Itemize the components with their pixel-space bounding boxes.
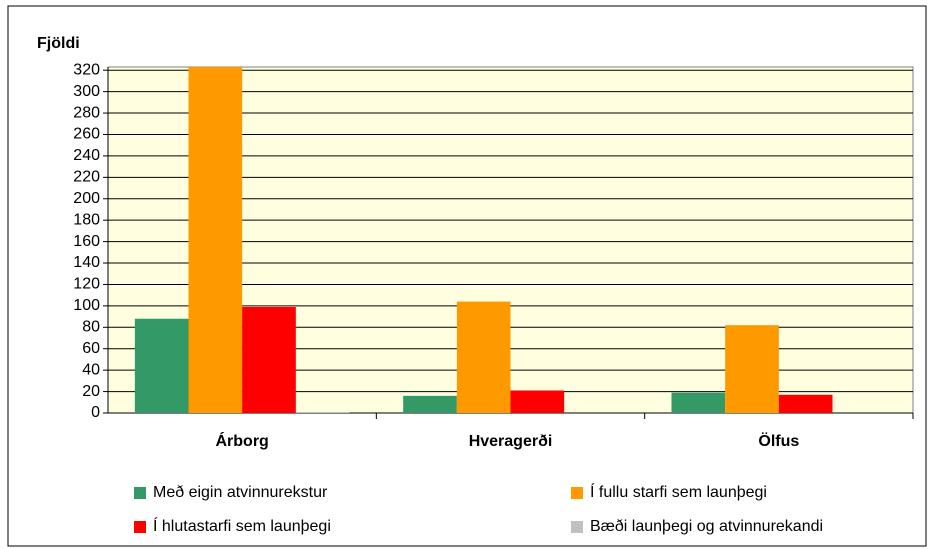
- bar: [295, 411, 350, 413]
- y-tick-label: 100: [73, 297, 100, 314]
- y-tick-label: 200: [73, 190, 100, 207]
- legend-swatch: [134, 487, 146, 499]
- bar: [778, 394, 833, 413]
- y-tick-label: 280: [73, 104, 100, 121]
- legend-label: Í hlutastarfi sem launþegi: [153, 516, 331, 535]
- bar: [725, 325, 779, 413]
- y-axis-label: Fjöldi: [37, 35, 80, 52]
- y-tick-label: 20: [82, 383, 100, 400]
- bar: [510, 390, 565, 413]
- y-tick-label: 160: [73, 233, 100, 250]
- x-tick-label: Ölfus: [758, 431, 799, 450]
- y-tick-label: 60: [82, 340, 100, 357]
- y-tick-label: 120: [73, 276, 100, 293]
- legend-swatch: [134, 521, 146, 533]
- y-tick-label: 40: [82, 361, 100, 378]
- y-tick-label: 140: [73, 254, 100, 271]
- y-tick-label: 220: [73, 169, 100, 186]
- bar: [188, 67, 243, 413]
- x-tick-label: Árborg: [216, 431, 269, 450]
- bar: [242, 306, 296, 413]
- legend-label: Með eigin atvinnurekstur: [153, 484, 328, 501]
- legend-swatch: [571, 487, 583, 499]
- y-tick-label: 0: [91, 404, 100, 421]
- bar: [671, 392, 726, 413]
- bar: [403, 395, 457, 413]
- y-tick-label: 300: [73, 83, 100, 100]
- y-tick-label: 260: [73, 126, 100, 143]
- x-tick-label: Hveragerði: [469, 433, 553, 450]
- y-tick-label: 180: [73, 211, 100, 228]
- legend-label: Í fullu starfi sem launþegi: [590, 482, 767, 501]
- bar: [456, 301, 511, 413]
- legend-label: Bæði launþegi og atvinnurekandi: [590, 518, 823, 535]
- y-tick-label: 240: [73, 147, 100, 164]
- y-tick-label: 320: [73, 61, 100, 78]
- y-tick-label: 80: [82, 319, 100, 336]
- legend-swatch: [571, 521, 583, 533]
- bar: [134, 318, 189, 413]
